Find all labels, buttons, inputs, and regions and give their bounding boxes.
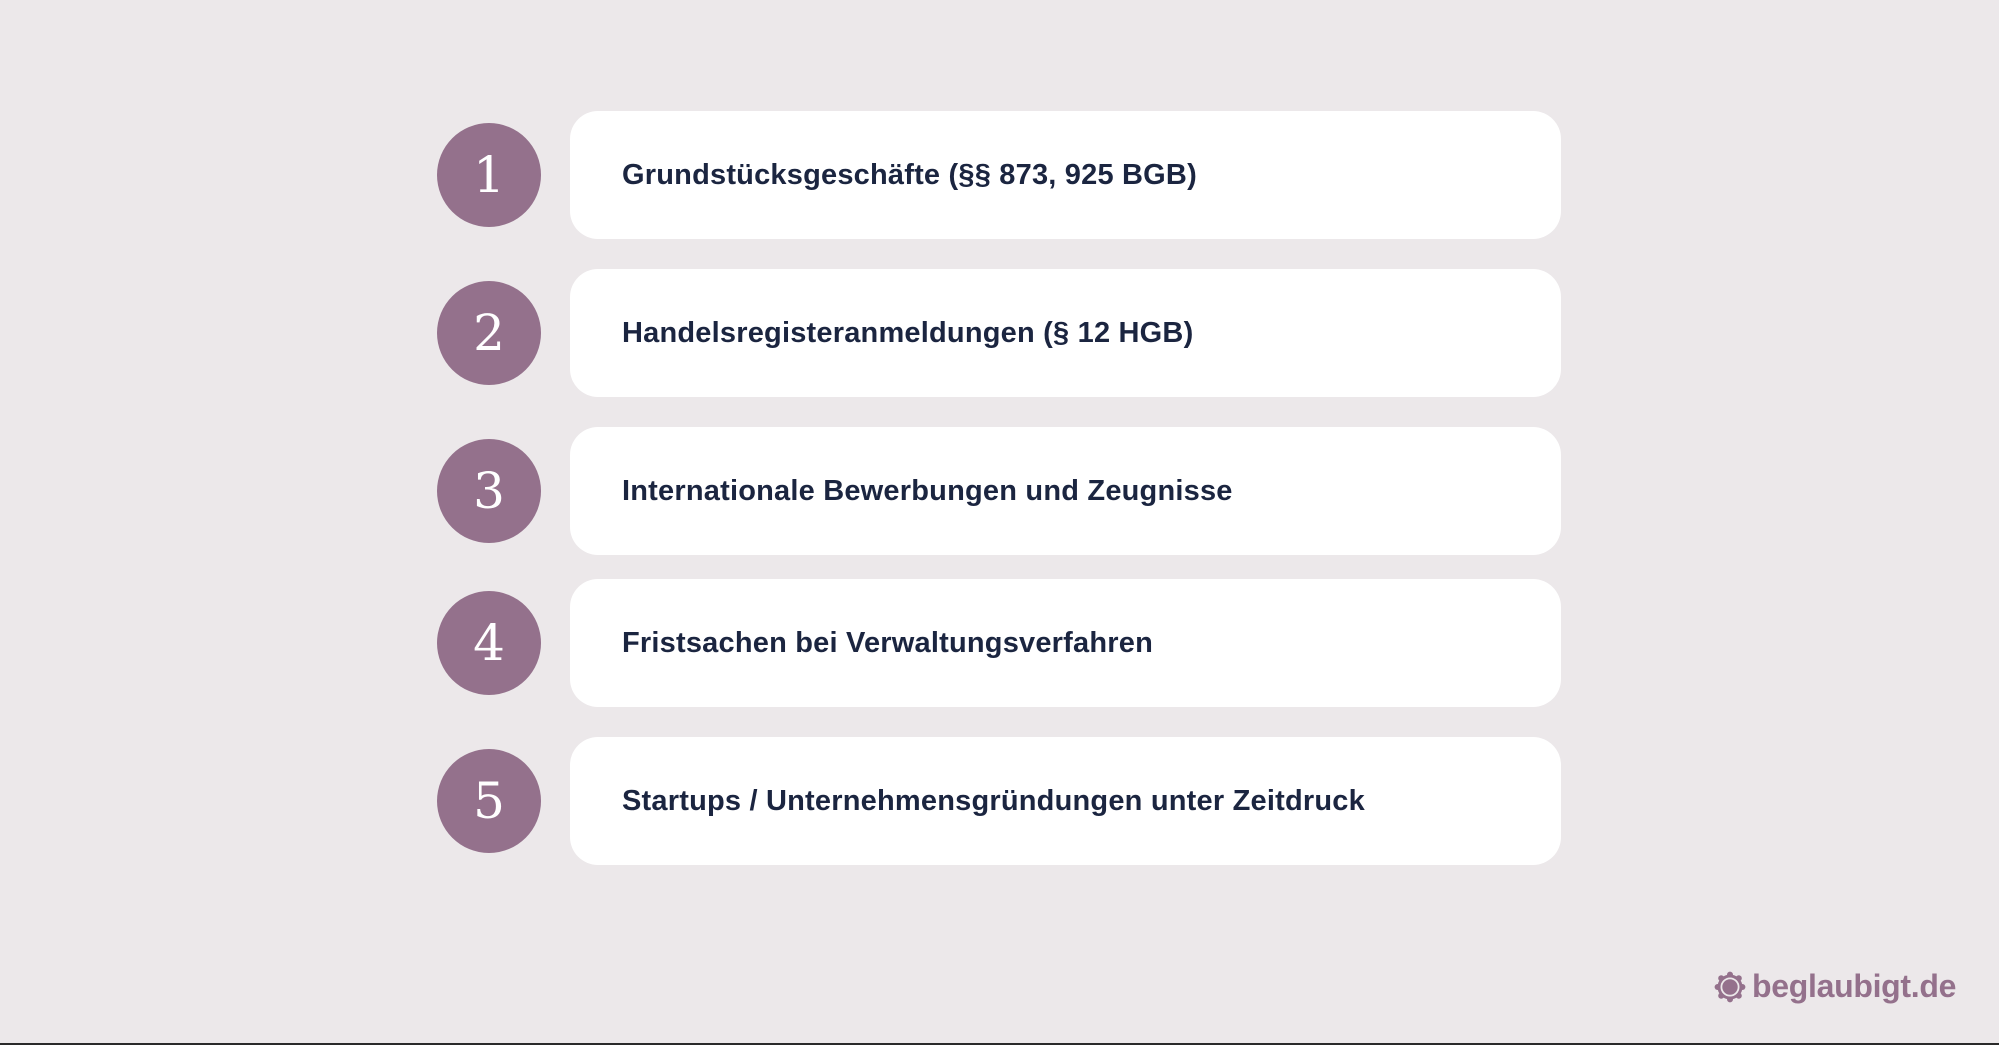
bottom-border xyxy=(0,1043,1999,1045)
list-item: 1 Grundstücksgeschäfte (§§ 873, 925 BGB) xyxy=(437,111,1561,239)
list-item: 2 Handelsregisteranmeldungen (§ 12 HGB) xyxy=(437,269,1561,397)
item-text: Startups / Unternehmensgründungen unter … xyxy=(622,784,1365,817)
item-card: Internationale Bewerbungen und Zeugnisse xyxy=(570,427,1561,555)
number-badge: 4 xyxy=(437,591,541,695)
number-badge: 1 xyxy=(437,123,541,227)
item-card: Grundstücksgeschäfte (§§ 873, 925 BGB) xyxy=(570,111,1561,239)
item-text: Handelsregisteranmeldungen (§ 12 HGB) xyxy=(622,316,1194,349)
number-badge: 2 xyxy=(437,281,541,385)
item-card: Handelsregisteranmeldungen (§ 12 HGB) xyxy=(570,269,1561,397)
number-label: 2 xyxy=(473,304,505,362)
list-item: 5 Startups / Unternehmensgründungen unte… xyxy=(437,737,1561,865)
brand-name: beglaubigt.de xyxy=(1752,968,1957,1004)
list-item: 4 Fristsachen bei Verwaltungsverfahren xyxy=(437,579,1561,707)
numbered-list: 1 Grundstücksgeschäfte (§§ 873, 925 BGB)… xyxy=(437,111,1561,895)
item-text: Internationale Bewerbungen und Zeugnisse xyxy=(622,474,1233,507)
item-card: Startups / Unternehmensgründungen unter … xyxy=(570,737,1561,865)
brand-logo: beglaubigt.de xyxy=(1714,968,1956,1005)
item-text: Fristsachen bei Verwaltungsverfahren xyxy=(622,626,1153,659)
number-label: 4 xyxy=(473,614,505,672)
item-text: Grundstücksgeschäfte (§§ 873, 925 BGB) xyxy=(622,158,1197,191)
number-badge: 3 xyxy=(437,439,541,543)
number-badge: 5 xyxy=(437,749,541,853)
item-card: Fristsachen bei Verwaltungsverfahren xyxy=(570,579,1561,707)
number-label: 1 xyxy=(473,146,505,204)
number-label: 5 xyxy=(473,772,505,830)
number-label: 3 xyxy=(473,462,505,520)
seal-logo-icon xyxy=(1714,971,1746,1002)
list-item: 3 Internationale Bewerbungen und Zeugnis… xyxy=(437,427,1561,555)
